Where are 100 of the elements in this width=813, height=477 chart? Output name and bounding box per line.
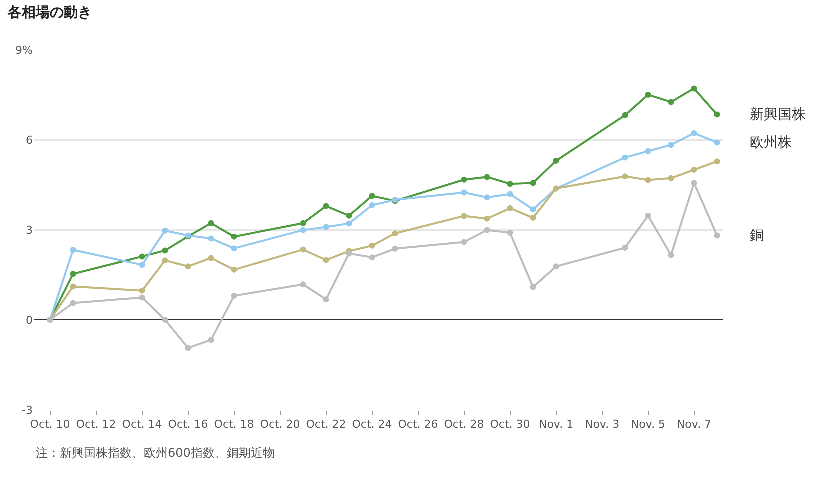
point xyxy=(553,158,560,164)
point xyxy=(162,258,168,264)
x-tick-label: Oct. 28 xyxy=(444,418,484,432)
point xyxy=(162,317,168,323)
point xyxy=(231,293,238,299)
point xyxy=(208,236,214,242)
x-tick-label: Nov. 7 xyxy=(676,418,712,432)
point xyxy=(139,262,146,268)
point xyxy=(231,266,238,273)
point xyxy=(346,220,352,227)
x-tick-label: Nov. 5 xyxy=(630,418,666,432)
x-tick-label: Oct. 20 xyxy=(260,418,300,432)
point xyxy=(208,220,214,226)
point xyxy=(70,300,76,306)
point xyxy=(139,288,146,294)
point xyxy=(162,248,168,254)
y-tick-label: -3 xyxy=(22,404,33,417)
x-tick-label: Nov. 3 xyxy=(584,418,620,432)
point xyxy=(714,158,720,165)
text: 新興国株 xyxy=(750,107,806,123)
point xyxy=(323,224,330,230)
point xyxy=(323,257,330,264)
point xyxy=(346,250,352,257)
point xyxy=(507,181,514,188)
point xyxy=(530,180,536,186)
point xyxy=(507,205,514,212)
text: 銅 xyxy=(750,228,764,244)
x-tick-label: Oct. 12 xyxy=(76,418,116,432)
point xyxy=(622,154,628,161)
point xyxy=(300,282,306,288)
point xyxy=(645,212,652,219)
point xyxy=(530,215,536,221)
x-tick-label: Oct. 26 xyxy=(398,418,438,432)
point xyxy=(668,99,674,106)
point xyxy=(162,228,168,234)
point xyxy=(461,176,468,183)
text: 欧州株 xyxy=(750,135,792,151)
point xyxy=(323,296,330,303)
point xyxy=(300,246,306,253)
point xyxy=(231,234,238,240)
point xyxy=(645,177,652,184)
point xyxy=(622,112,628,118)
point xyxy=(484,216,490,222)
point xyxy=(668,252,674,258)
x-tick-label: Oct. 14 xyxy=(122,418,162,432)
x-tick-label: Oct. 18 xyxy=(214,418,254,432)
point xyxy=(208,337,214,344)
point xyxy=(507,230,514,236)
point xyxy=(691,86,698,92)
x-tick-label: Oct. 30 xyxy=(490,418,530,432)
point xyxy=(70,284,76,290)
point xyxy=(668,142,674,148)
point xyxy=(530,206,536,213)
point xyxy=(691,180,698,186)
text: 注：新興国株指数、欧州600指数、銅期近物 xyxy=(36,446,275,460)
y-tick-label: 0 xyxy=(26,314,33,327)
point xyxy=(461,239,468,246)
point xyxy=(461,190,468,196)
point xyxy=(645,92,652,98)
point xyxy=(484,174,490,180)
point xyxy=(392,246,398,252)
point xyxy=(300,227,306,234)
point xyxy=(208,255,214,262)
point xyxy=(346,212,352,219)
x-tick-label: Oct. 16 xyxy=(168,418,208,432)
point xyxy=(369,193,376,200)
x-tick-label: Oct. 22 xyxy=(306,418,346,432)
x-tick-label: Oct. 10 xyxy=(30,418,70,432)
y-tick-label: 3 xyxy=(26,224,33,237)
point xyxy=(714,232,720,239)
point xyxy=(645,148,652,154)
point xyxy=(484,194,490,201)
point xyxy=(507,191,514,198)
point xyxy=(691,167,698,173)
point xyxy=(691,130,698,136)
point xyxy=(185,345,192,352)
point xyxy=(461,213,468,220)
point xyxy=(185,264,192,270)
point xyxy=(369,202,376,208)
point xyxy=(231,246,238,252)
point xyxy=(70,247,76,254)
point xyxy=(553,264,560,270)
point xyxy=(668,175,674,182)
chart-title: 各相場の動き xyxy=(7,4,92,21)
point xyxy=(139,294,146,301)
point xyxy=(300,220,306,226)
y-tick-label: 9% xyxy=(16,44,33,57)
point xyxy=(139,254,146,260)
point xyxy=(369,254,376,261)
point xyxy=(369,242,376,249)
point xyxy=(622,245,628,251)
point xyxy=(323,203,330,210)
x-tick-label: Nov. 1 xyxy=(538,418,574,432)
y-tick-label: 6 xyxy=(26,134,33,147)
point xyxy=(714,112,720,118)
point xyxy=(392,230,398,237)
point xyxy=(622,174,628,180)
x-tick-label: Oct. 24 xyxy=(352,418,392,432)
point xyxy=(530,284,536,290)
point xyxy=(714,140,720,146)
